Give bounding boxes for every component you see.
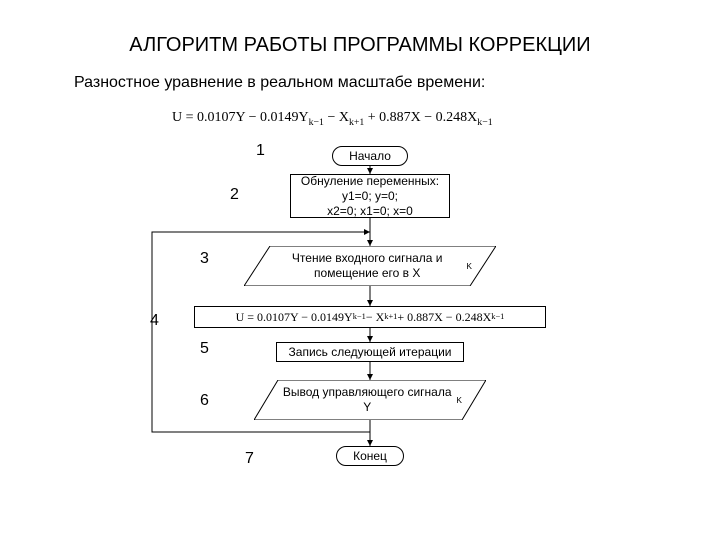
step-number-4: 4 [150,312,159,330]
step-number-3: 3 [200,250,209,268]
flow-step-4: U = 0.0107Y − 0.0149Yk−1 − Xk+1 + 0.887X… [194,306,546,328]
flow-step-7: Конец [336,446,404,466]
step-number-1: 1 [256,142,265,160]
step-number-2: 2 [230,186,239,204]
flow-step-3-text: Чтение входного сигнала и помещение его … [244,246,496,286]
step-number-6: 6 [200,392,209,410]
formula-main: U = 0.0107Y − 0.0149Yk−1 − Xk+1 + 0.887X… [172,110,493,128]
flow-step-1: Начало [332,146,408,166]
flow-step-6: Вывод управляющего сигнала YK [254,380,486,420]
flow-step-3: Чтение входного сигнала и помещение его … [244,246,496,286]
step-number-7: 7 [245,450,254,468]
subtitle: Разностное уравнение в реальном масштабе… [74,74,485,92]
step-number-5: 5 [200,340,209,358]
flow-step-5: Запись следующей итерации [276,342,464,362]
page-root: АЛГОРИТМ РАБОТЫ ПРОГРАММЫ КОРРЕКЦИИ Разн… [0,0,720,540]
flow-step-2: Обнуление переменных:y1=0; y=0;x2=0; x1=… [290,174,450,218]
page-title: АЛГОРИТМ РАБОТЫ ПРОГРАММЫ КОРРЕКЦИИ [0,34,720,57]
flow-step-6-text: Вывод управляющего сигнала YK [254,380,486,420]
